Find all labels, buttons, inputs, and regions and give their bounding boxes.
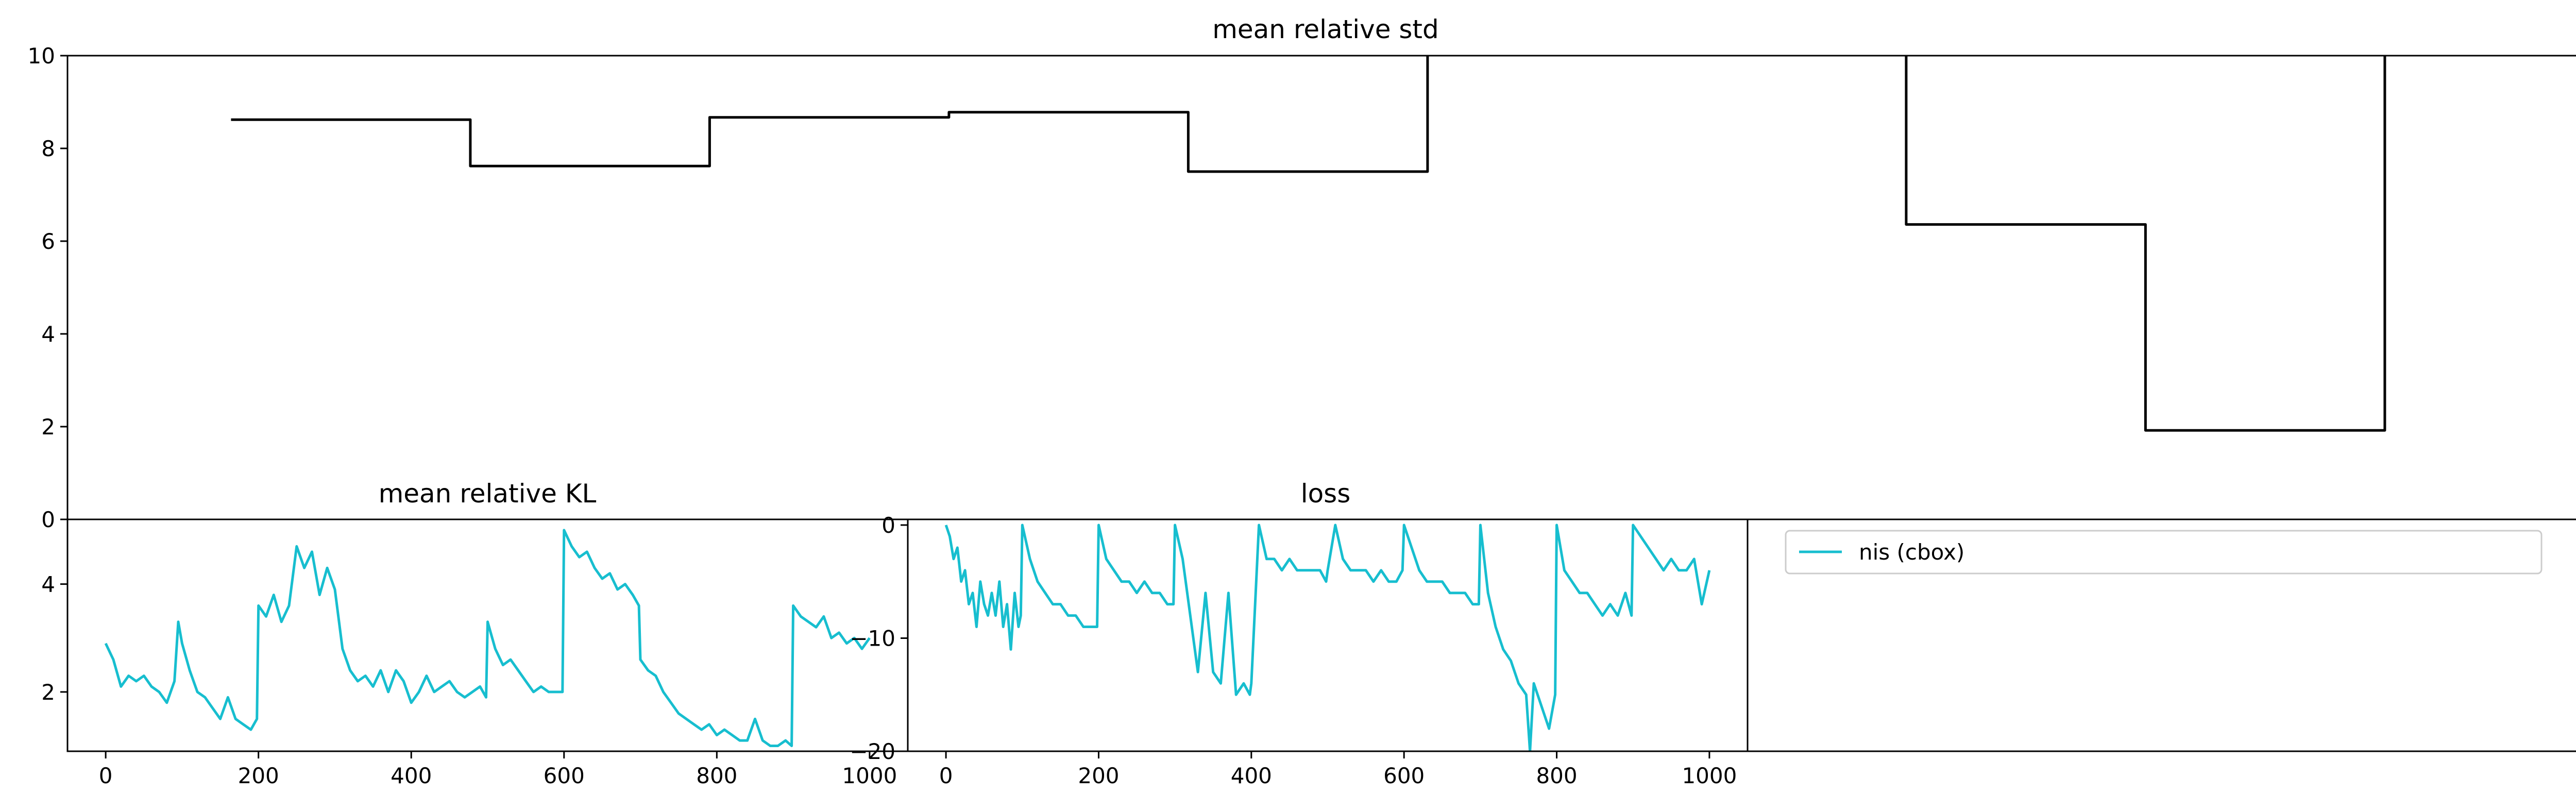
kl-series (104, 529, 871, 747)
y-tick-label: 2 (41, 680, 55, 705)
std-title: mean relative std (1212, 14, 1439, 44)
x-tick-label: 800 (696, 763, 737, 788)
loss-frame (907, 518, 1749, 752)
series-line (231, 56, 2386, 432)
loss-title: loss (1301, 479, 1351, 509)
legend-panel: nis (cbox) (1747, 518, 2576, 752)
y-tick-label: 0 (41, 507, 55, 532)
std-axes: mean relative std 0 2 4 6 8 10 (28, 14, 2576, 532)
y-tick-label: −10 (850, 626, 895, 651)
x-tick-label: 200 (238, 763, 279, 788)
y-tick-label: 6 (41, 229, 55, 254)
series-line (944, 524, 1711, 751)
y-tick-label: 2 (41, 414, 55, 440)
x-tick-label: 400 (391, 763, 432, 788)
y-tick-label: 4 (41, 572, 55, 597)
std-y-ticks: 0 2 4 6 8 10 (28, 43, 67, 532)
y-tick-label: 8 (41, 136, 55, 161)
loss-y-ticks: −20 −10 0 (850, 513, 908, 764)
std-frame (66, 55, 2576, 520)
x-tick-label: 1000 (1682, 763, 1737, 788)
y-tick-label: 0 (882, 513, 895, 538)
x-tick-label: 600 (1383, 763, 1425, 788)
kl-x-ticks: 0 200 400 600 800 1000 (99, 751, 897, 788)
x-tick-label: 800 (1536, 763, 1577, 788)
y-tick-label: 4 (41, 322, 55, 347)
loss-series (944, 524, 1711, 751)
loss-axes: loss −20 −10 0 0 200 400 600 800 1000 (850, 479, 1749, 788)
x-tick-label: 0 (939, 763, 953, 788)
kl-axes: mean relative KL 24 0 200 400 600 800 1000 (41, 479, 909, 788)
x-tick-label: 600 (544, 763, 585, 788)
x-tick-label: 400 (1231, 763, 1272, 788)
loss-x-ticks: 0 200 400 600 800 1000 (939, 751, 1737, 788)
kl-y-ticks: 24 (41, 572, 67, 705)
series-line (104, 529, 871, 747)
x-tick-label: 200 (1078, 763, 1119, 788)
kl-title: mean relative KL (379, 479, 597, 509)
x-tick-label: 0 (99, 763, 113, 788)
y-tick-label: 10 (28, 43, 55, 69)
y-tick-label: −20 (850, 739, 895, 764)
x-tick-label: 1000 (842, 763, 897, 788)
legend-panel-frame (1747, 518, 2576, 752)
legend-box (1785, 530, 2543, 575)
legend-label: nis (cbox) (1859, 539, 1964, 565)
std-series (231, 56, 2386, 432)
